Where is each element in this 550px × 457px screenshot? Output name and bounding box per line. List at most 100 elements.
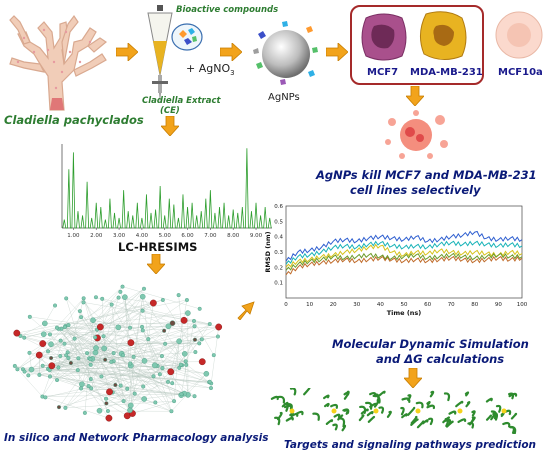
network-node — [125, 386, 130, 391]
network-node — [85, 351, 90, 356]
network-edge — [29, 352, 32, 370]
network-node — [105, 409, 110, 414]
network-edge — [133, 356, 160, 375]
network-node — [199, 337, 204, 342]
network-node — [131, 354, 136, 359]
network-node — [62, 341, 67, 346]
network-edge — [68, 298, 84, 359]
protein-ribbon — [270, 395, 279, 401]
network-edge — [141, 326, 158, 367]
targets-label: Targets and signaling pathways predictio… — [284, 439, 537, 451]
network-node — [151, 374, 156, 379]
x-tick-label: 3.00 — [113, 233, 126, 239]
x-tick-label: 80 — [471, 302, 478, 308]
network-node — [55, 378, 60, 383]
rmsd-chart: 0 10 20 30 40 50 60 70 80 90 100 0.1 0.2 0.3 0.4 0.5 0.6… — [264, 204, 528, 317]
network-edge — [130, 365, 156, 403]
rmsd-series-4 — [285, 255, 523, 276]
network-node — [197, 341, 202, 346]
network-node — [77, 309, 82, 314]
protein-ribbon — [358, 414, 365, 422]
ligand-icon — [331, 408, 337, 414]
network-node — [159, 354, 164, 359]
protein-ribbon — [468, 416, 475, 426]
network-node — [66, 323, 71, 328]
network-node — [197, 306, 202, 311]
ligand-icon — [501, 408, 507, 414]
y-tick-label: 0.2 — [274, 265, 283, 271]
network-node — [93, 345, 99, 351]
network-edge — [124, 297, 187, 365]
arrow-right-icon — [116, 43, 138, 61]
network-node — [88, 357, 93, 362]
network-edge — [148, 339, 175, 402]
network-node — [179, 392, 184, 397]
network-node — [141, 396, 147, 402]
network-node — [27, 350, 32, 355]
protein-structure-6 — [485, 392, 518, 434]
x-tick-label: 100 — [517, 302, 528, 308]
chromatogram-trace — [62, 148, 272, 229]
network-edge — [106, 367, 163, 404]
network-node — [127, 339, 135, 347]
network-node — [118, 383, 123, 388]
network-node — [88, 377, 93, 382]
x-tick-label: 30 — [353, 302, 360, 308]
rmsd-series-1 — [285, 230, 523, 262]
network-edge — [102, 298, 210, 325]
network-edge — [42, 394, 182, 397]
x-tick-label: 2.00 — [90, 233, 103, 239]
protein-ribbon — [341, 424, 347, 432]
mda-cell-icon — [420, 11, 467, 60]
network-node — [192, 324, 197, 329]
cancer-cells-box — [350, 5, 484, 85]
network-edge — [99, 326, 169, 329]
coral-label: Cladiella pachyclados — [4, 113, 144, 127]
bioactive-label: Bioactive compounds — [176, 5, 279, 15]
network-edge — [74, 338, 82, 389]
protein-ribbon — [457, 418, 467, 424]
protein-ribbon — [343, 391, 350, 396]
arrow-down-icon — [404, 368, 422, 388]
network-node — [68, 360, 73, 365]
network-node — [160, 297, 165, 302]
network-edge — [64, 302, 154, 344]
network-node — [141, 358, 148, 364]
network-edge — [45, 365, 183, 398]
protein-ribbon — [509, 426, 517, 434]
network-node — [27, 314, 32, 319]
network-node — [211, 353, 216, 358]
protein-ribbon — [490, 410, 497, 420]
x-tick-label: 5.00 — [159, 233, 172, 239]
protein-structure-2 — [312, 390, 350, 432]
network-node — [184, 362, 189, 367]
protein-ribbon — [415, 401, 424, 409]
protein-ribbon — [428, 417, 434, 426]
network-edge — [170, 341, 180, 372]
network-edge — [42, 325, 69, 397]
protein-ribbon — [426, 404, 436, 410]
network-node — [180, 316, 188, 324]
rmsd-series-5 — [285, 252, 523, 271]
network-node — [132, 391, 137, 396]
network-edge — [81, 388, 185, 394]
network-node — [169, 409, 174, 414]
apoptotic-cell-icon — [385, 110, 448, 159]
silver-nanoparticle-icon — [253, 21, 318, 85]
network-edge — [31, 286, 123, 370]
mcf7-label: MCF7 — [367, 67, 399, 78]
network-node — [42, 320, 48, 327]
mcf7-cell-icon — [361, 13, 407, 61]
network-edge — [47, 368, 212, 384]
network-edge — [61, 328, 109, 412]
network-node — [140, 328, 145, 333]
network-node — [146, 337, 151, 342]
network-edge — [50, 298, 84, 345]
protein-ribbon — [312, 412, 320, 421]
network-edge — [90, 359, 106, 380]
network-edge — [95, 296, 143, 338]
protein-structure-3 — [358, 390, 392, 423]
protein-ribbon — [502, 421, 511, 428]
x-tick-label: 1.00 — [67, 233, 80, 239]
network-edge — [142, 299, 187, 331]
